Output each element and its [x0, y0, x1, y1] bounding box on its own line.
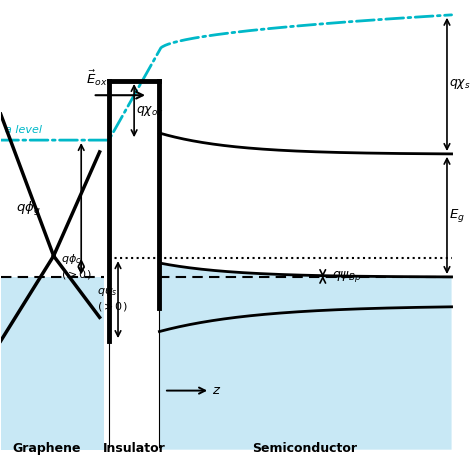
- Polygon shape: [0, 277, 104, 450]
- Text: a level: a level: [5, 126, 42, 136]
- Text: $q\phi_c$
$(> 0)$: $q\phi_c$ $(> 0)$: [61, 252, 91, 281]
- Text: $q\chi_{ox}$: $q\chi_{ox}$: [137, 104, 164, 118]
- Text: Insulator: Insulator: [103, 442, 165, 455]
- Text: $\vec{E}_{ox}$: $\vec{E}_{ox}$: [86, 68, 108, 88]
- Text: Graphene: Graphene: [12, 442, 81, 455]
- Text: $z$: $z$: [212, 384, 221, 397]
- Text: $q\phi_g$: $q\phi_g$: [16, 200, 41, 218]
- Text: Semiconductor: Semiconductor: [252, 442, 357, 455]
- Text: $q\psi_s$
$(> 0)$: $q\psi_s$ $(> 0)$: [97, 286, 128, 313]
- Text: $\mathit{E}_g$: $\mathit{E}_g$: [449, 207, 465, 224]
- Text: $q\psi_{Bp}$: $q\psi_{Bp}$: [332, 269, 361, 284]
- Text: $q\chi_s$: $q\chi_s$: [449, 77, 471, 91]
- Polygon shape: [159, 307, 452, 450]
- Polygon shape: [159, 263, 452, 331]
